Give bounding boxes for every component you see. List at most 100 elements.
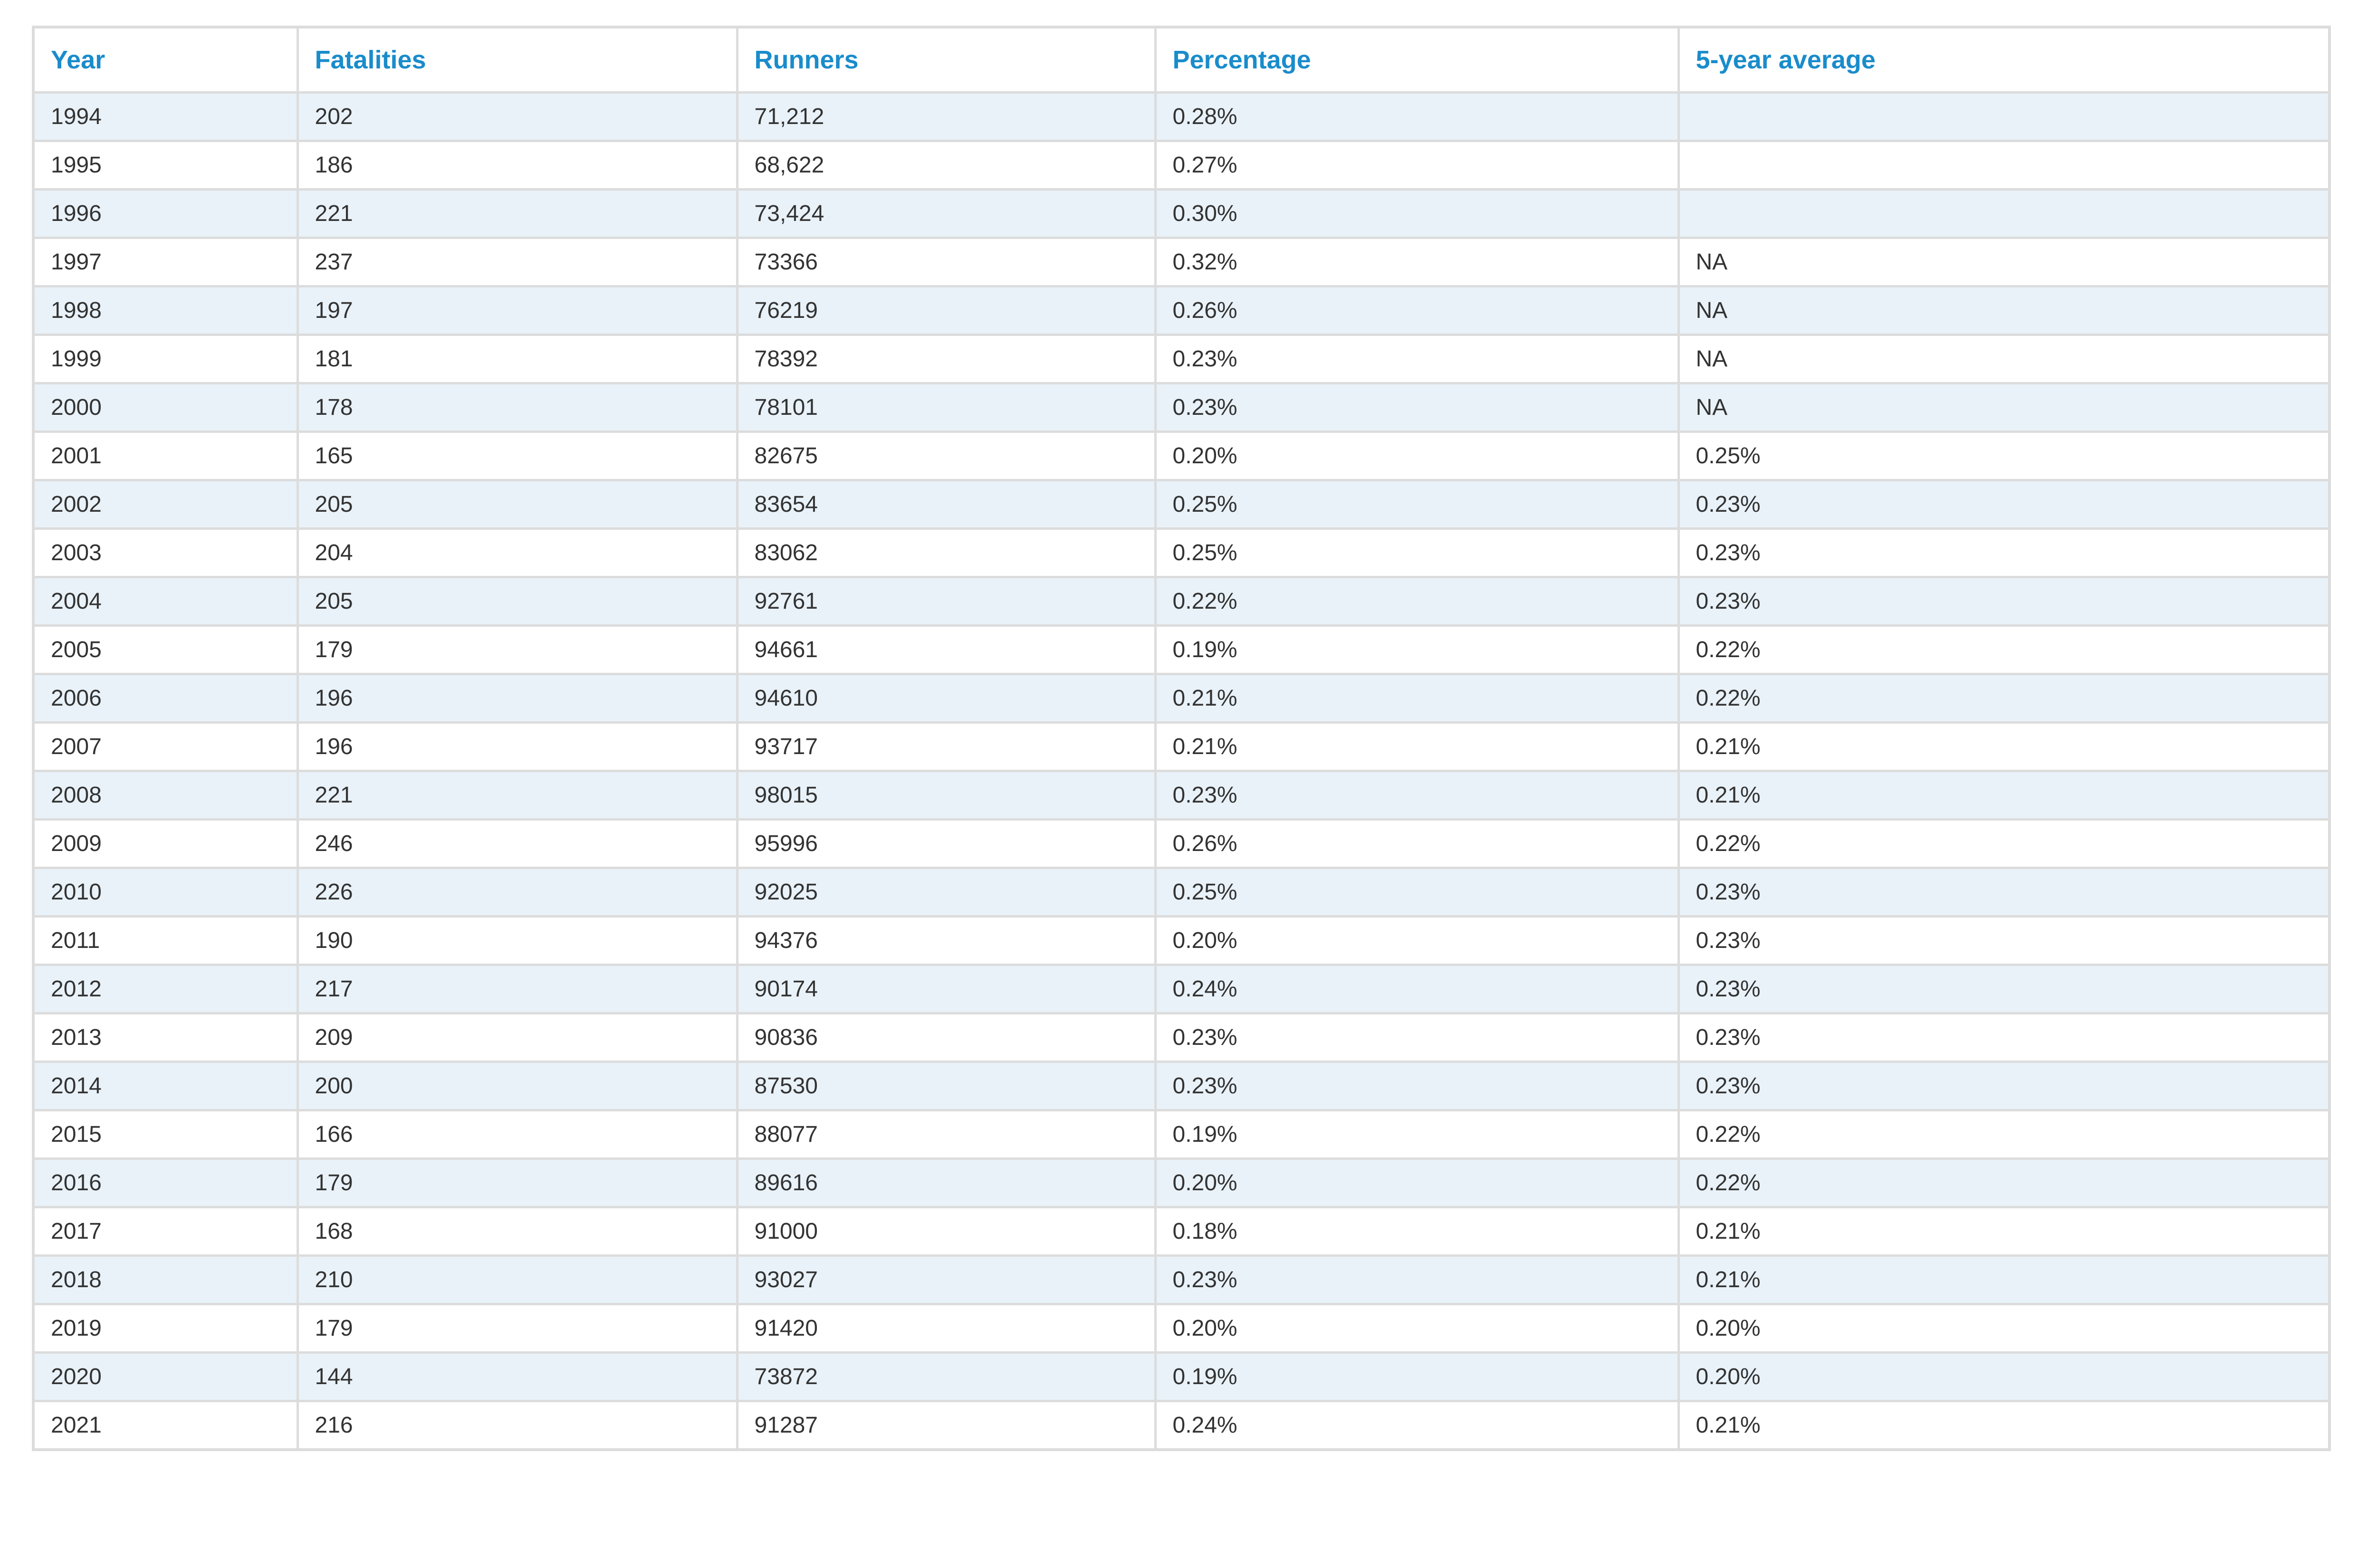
cell-percentage: 0.32% — [1154, 237, 1680, 287]
cell-fatalities: 168 — [296, 1206, 738, 1257]
table-row: 1997 237 73366 0.32% NA — [32, 237, 2331, 287]
cell-percentage: 0.30% — [1154, 188, 1680, 239]
cell-percentage: 0.23% — [1154, 1254, 1680, 1305]
cell-runners: 73366 — [736, 237, 1157, 287]
cell-fatalities: 165 — [296, 430, 738, 481]
cell-5-year-average: 0.21% — [1677, 721, 2331, 772]
table-row: 1999 181 78392 0.23% NA — [32, 334, 2331, 384]
cell-year: 2017 — [32, 1206, 299, 1257]
cell-fatalities: 205 — [296, 576, 738, 627]
cell-5-year-average: 0.22% — [1677, 1109, 2331, 1160]
cell-fatalities: 237 — [296, 237, 738, 287]
cell-5-year-average: NA — [1677, 382, 2331, 433]
cell-year: 2020 — [32, 1351, 299, 1402]
column-header-percentage: Percentage — [1154, 26, 1680, 94]
cell-runners: 83062 — [736, 527, 1157, 578]
cell-runners: 73,424 — [736, 188, 1157, 239]
cell-year: 2012 — [32, 964, 299, 1014]
cell-year: 2007 — [32, 721, 299, 772]
cell-5-year-average: 0.21% — [1677, 1254, 2331, 1305]
table-row: 2019 179 91420 0.20% 0.20% — [32, 1303, 2331, 1354]
cell-5-year-average: NA — [1677, 285, 2331, 336]
cell-5-year-average: NA — [1677, 334, 2331, 384]
cell-runners: 95996 — [736, 818, 1157, 869]
cell-fatalities: 221 — [296, 770, 738, 821]
cell-5-year-average: 0.23% — [1677, 867, 2331, 918]
table-row: 2008 221 98015 0.23% 0.21% — [32, 770, 2331, 821]
cell-percentage: 0.19% — [1154, 1109, 1680, 1160]
cell-fatalities: 144 — [296, 1351, 738, 1402]
cell-year: 2006 — [32, 673, 299, 724]
cell-5-year-average: 0.22% — [1677, 673, 2331, 724]
cell-fatalities: 200 — [296, 1061, 738, 1111]
cell-year: 1994 — [32, 91, 299, 142]
cell-5-year-average: 0.20% — [1677, 1303, 2331, 1354]
cell-5-year-average: 0.23% — [1677, 527, 2331, 578]
cell-runners: 82675 — [736, 430, 1157, 481]
cell-5-year-average: 0.22% — [1677, 624, 2331, 675]
data-table: Year Fatalities Runners Percentage 5-yea… — [32, 26, 2331, 1451]
cell-year: 2009 — [32, 818, 299, 869]
cell-percentage: 0.20% — [1154, 1303, 1680, 1354]
header-row: Year Fatalities Runners Percentage 5-yea… — [32, 26, 2331, 94]
cell-fatalities: 204 — [296, 527, 738, 578]
table-row: 2018 210 93027 0.23% 0.21% — [32, 1254, 2331, 1305]
cell-runners: 76219 — [736, 285, 1157, 336]
cell-runners: 90836 — [736, 1012, 1157, 1063]
column-header-year: Year — [32, 26, 299, 94]
cell-year: 2008 — [32, 770, 299, 821]
cell-5-year-average: 0.22% — [1677, 1157, 2331, 1208]
cell-runners: 98015 — [736, 770, 1157, 821]
table-row: 2014 200 87530 0.23% 0.23% — [32, 1061, 2331, 1111]
cell-fatalities: 190 — [296, 915, 738, 966]
cell-5-year-average: 0.20% — [1677, 1351, 2331, 1402]
cell-runners: 94610 — [736, 673, 1157, 724]
cell-5-year-average: 0.21% — [1677, 1400, 2331, 1451]
cell-year: 2016 — [32, 1157, 299, 1208]
table-row: 2005 179 94661 0.19% 0.22% — [32, 624, 2331, 675]
cell-year: 2001 — [32, 430, 299, 481]
table-body: 1994 202 71,212 0.28% 1995 186 68,622 0.27% 1996… — [32, 91, 2331, 1451]
cell-5-year-average: 0.23% — [1677, 576, 2331, 627]
cell-runners: 91287 — [736, 1400, 1157, 1451]
cell-5-year-average — [1677, 188, 2331, 239]
table-row: 2002 205 83654 0.25% 0.23% — [32, 479, 2331, 530]
cell-year: 1997 — [32, 237, 299, 287]
cell-fatalities: 210 — [296, 1254, 738, 1305]
cell-fatalities: 216 — [296, 1400, 738, 1451]
cell-runners: 71,212 — [736, 91, 1157, 142]
table-row: 2017 168 91000 0.18% 0.21% — [32, 1206, 2331, 1257]
cell-percentage: 0.18% — [1154, 1206, 1680, 1257]
cell-5-year-average: 0.23% — [1677, 1061, 2331, 1111]
table-row: 2006 196 94610 0.21% 0.22% — [32, 673, 2331, 724]
table-row: 2012 217 90174 0.24% 0.23% — [32, 964, 2331, 1014]
cell-percentage: 0.22% — [1154, 576, 1680, 627]
cell-fatalities: 186 — [296, 140, 738, 191]
cell-fatalities: 202 — [296, 91, 738, 142]
table-row: 1995 186 68,622 0.27% — [32, 140, 2331, 191]
cell-year: 1996 — [32, 188, 299, 239]
cell-fatalities: 181 — [296, 334, 738, 384]
column-header-5-year-average: 5-year average — [1677, 26, 2331, 94]
cell-year: 2004 — [32, 576, 299, 627]
cell-percentage: 0.19% — [1154, 1351, 1680, 1402]
cell-year: 2000 — [32, 382, 299, 433]
cell-fatalities: 226 — [296, 867, 738, 918]
cell-fatalities: 179 — [296, 1303, 738, 1354]
cell-fatalities: 197 — [296, 285, 738, 336]
column-header-fatalities: Fatalities — [296, 26, 738, 94]
cell-fatalities: 205 — [296, 479, 738, 530]
cell-runners: 78392 — [736, 334, 1157, 384]
cell-percentage: 0.23% — [1154, 1012, 1680, 1063]
table-row: 1994 202 71,212 0.28% — [32, 91, 2331, 142]
cell-runners: 94661 — [736, 624, 1157, 675]
cell-5-year-average: 0.23% — [1677, 964, 2331, 1014]
cell-year: 2011 — [32, 915, 299, 966]
cell-runners: 91000 — [736, 1206, 1157, 1257]
table-row: 2013 209 90836 0.23% 0.23% — [32, 1012, 2331, 1063]
cell-runners: 83654 — [736, 479, 1157, 530]
cell-year: 2013 — [32, 1012, 299, 1063]
cell-fatalities: 179 — [296, 1157, 738, 1208]
column-header-runners: Runners — [736, 26, 1157, 94]
table-row: 2010 226 92025 0.25% 0.23% — [32, 867, 2331, 918]
